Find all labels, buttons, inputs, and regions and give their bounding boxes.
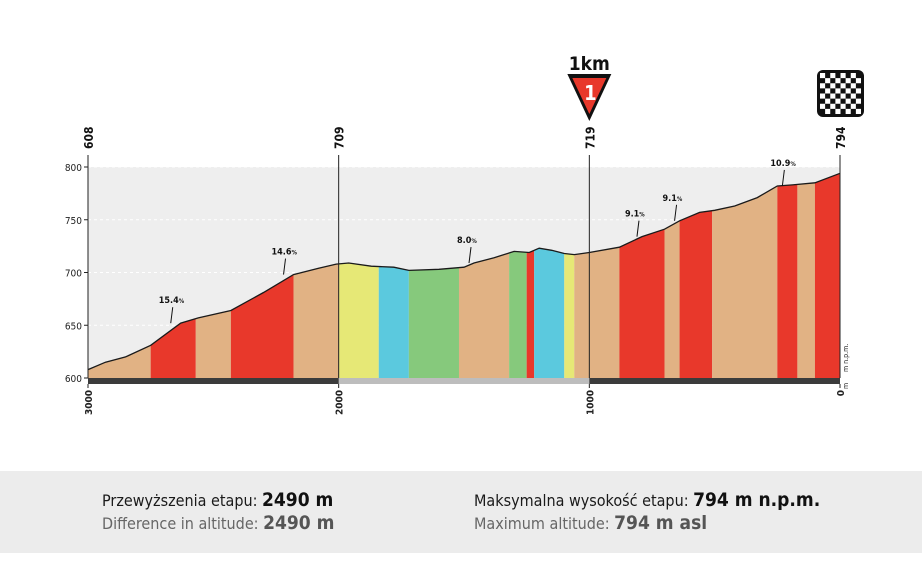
unit-label-mnpm: m n.p.m. bbox=[842, 344, 850, 372]
x-tick-label: 2000 bbox=[335, 390, 346, 415]
finish-flag-cell bbox=[850, 83, 856, 89]
y-tick-label: 800 bbox=[65, 163, 82, 174]
y-tick-label: 750 bbox=[65, 216, 82, 227]
max-altitude-block: Maksymalna wysokość etapu: 794 m n.p.m. … bbox=[474, 489, 820, 535]
marker-altitude-label: 608 bbox=[82, 126, 96, 149]
finish-flag-icon bbox=[817, 70, 864, 117]
finish-flag-cell bbox=[840, 103, 846, 109]
profile-segment bbox=[564, 173, 575, 378]
finish-flag-cell bbox=[845, 98, 851, 104]
gradient-leader-line bbox=[636, 220, 640, 237]
finish-flag-cell bbox=[840, 73, 846, 79]
marker-altitude-label: 719 bbox=[583, 126, 597, 149]
gradient-label: 14.6% bbox=[272, 248, 298, 258]
flamme-rouge-number: 1 bbox=[584, 81, 597, 105]
gradient-leader-line bbox=[283, 258, 287, 275]
finish-flag-cell bbox=[820, 103, 826, 109]
gradient-label: 10.9% bbox=[770, 159, 796, 169]
x-tick-label: 3000 bbox=[84, 390, 95, 415]
finish-flag-cell bbox=[845, 108, 851, 114]
unit-label-m: m bbox=[842, 383, 850, 389]
profile-segment bbox=[797, 173, 815, 378]
finish-flag-cell bbox=[845, 88, 851, 94]
altitude-difference-block: Przewyższenia etapu: 2490 m Difference i… bbox=[102, 489, 334, 535]
gradient-leader-line bbox=[468, 246, 472, 264]
altitude-difference-pl: Przewyższenia etapu: 2490 m bbox=[102, 489, 334, 511]
finish-flag-cell bbox=[850, 93, 856, 99]
ground-base-strip bbox=[338, 378, 590, 384]
profile-segment bbox=[526, 173, 535, 378]
finish-flag-cell bbox=[855, 98, 861, 104]
stage-summary-footer: Przewyższenia etapu: 2490 m Difference i… bbox=[0, 471, 922, 553]
finish-flag-cell bbox=[835, 98, 841, 104]
finish-flag-cell bbox=[855, 108, 861, 114]
finish-flag-cell bbox=[850, 103, 856, 109]
gradient-label: 9.1% bbox=[663, 194, 683, 204]
flamme-rouge-distance-label: 1km bbox=[569, 53, 610, 75]
flamme-rouge-inner-triangle bbox=[572, 78, 607, 114]
gradient-leader-line bbox=[170, 307, 174, 324]
marker-altitude-label: 709 bbox=[333, 126, 347, 149]
altitude-difference-en: Difference in altitude: 2490 m bbox=[102, 512, 335, 534]
finish-flag-cell bbox=[830, 93, 836, 99]
elevation-profile-chart: 608 709 719 794 800 750 700 650 600 3000 2000 100… bbox=[65, 53, 864, 415]
finish-flag-cell bbox=[835, 88, 841, 94]
x-tick-label: 1000 bbox=[585, 390, 596, 415]
max-altitude-en: Maximum altitude: 794 m asl bbox=[474, 512, 708, 534]
gradient-label: 8.0% bbox=[457, 236, 477, 246]
gradient-leader-line bbox=[781, 169, 785, 187]
finish-flag-cell bbox=[855, 88, 861, 94]
max-altitude-pl: Maksymalna wysokość etapu: 794 m n.p.m. bbox=[474, 489, 821, 511]
finish-flag-cell bbox=[855, 78, 861, 84]
gradient-leader-line bbox=[674, 204, 678, 221]
y-tick-label: 600 bbox=[65, 374, 82, 385]
y-axis-ticks: 800 750 700 650 600 bbox=[65, 163, 89, 385]
finish-flag-cell bbox=[820, 73, 826, 79]
finish-flag-cell bbox=[830, 73, 836, 79]
x-axis-ticks: 3000 2000 1000 0 bbox=[84, 384, 847, 415]
finish-flag-cell bbox=[825, 78, 831, 84]
y-tick-label: 700 bbox=[65, 269, 82, 280]
finish-flag-cell bbox=[830, 103, 836, 109]
finish-flag-cell bbox=[825, 108, 831, 114]
profile-segment bbox=[814, 173, 840, 378]
finish-flag-cell bbox=[825, 88, 831, 94]
gradient-labels: 15.4% 14.6% 8.0% 9.1% 9.1% 10.9% bbox=[159, 159, 796, 324]
finish-flag-cell bbox=[835, 108, 841, 114]
gradient-label: 9.1% bbox=[625, 210, 645, 220]
finish-flag-cell bbox=[840, 93, 846, 99]
finish-flag-cell bbox=[820, 93, 826, 99]
gradient-label: 15.4% bbox=[159, 296, 185, 306]
marker-altitude-label: 794 bbox=[834, 126, 848, 149]
x-tick-label: 0 bbox=[836, 390, 847, 396]
profile-segment bbox=[777, 173, 798, 378]
finish-flag-cell bbox=[845, 78, 851, 84]
finish-flag-cell bbox=[820, 83, 826, 89]
finish-flag-cell bbox=[830, 83, 836, 89]
finish-flag-cell bbox=[835, 78, 841, 84]
y-tick-label: 650 bbox=[65, 321, 82, 332]
finish-flag-cell bbox=[850, 73, 856, 79]
profile-outline bbox=[87, 172, 841, 371]
finish-flag-cell bbox=[840, 83, 846, 89]
unit-labels: m n.p.m. m bbox=[842, 344, 850, 389]
km-markers: 608 709 719 794 bbox=[82, 126, 848, 378]
finish-flag-cell bbox=[825, 98, 831, 104]
